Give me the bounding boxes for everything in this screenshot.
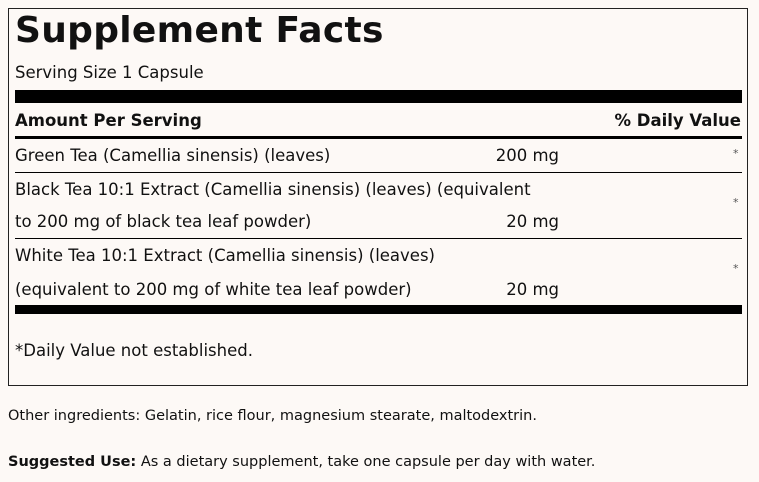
row-divider (15, 238, 742, 239)
daily-value-header: % Daily Value (614, 111, 741, 130)
ingredient-name-cont: to 200 mg of black tea leaf powder) (15, 212, 312, 231)
panel-title: Supplement Facts (15, 10, 384, 51)
ingredient-name: White Tea 10:1 Extract (Camellia sinensi… (15, 246, 435, 265)
supplement-facts-panel (8, 8, 748, 386)
footnote: *Daily Value not established. (15, 341, 253, 360)
header-divider (15, 136, 742, 139)
ingredient-amount: 20 mg (506, 280, 559, 299)
ingredient-name-cont: (equivalent to 200 mg of white tea leaf … (15, 280, 412, 299)
ingredient-amount: 200 mg (495, 146, 559, 165)
serving-size: Serving Size 1 Capsule (15, 63, 204, 82)
daily-value: * (733, 147, 739, 160)
daily-value: * (733, 262, 739, 275)
daily-value: * (733, 196, 739, 209)
row-divider (15, 172, 742, 173)
ingredient-name: Black Tea 10:1 Extract (Camellia sinensi… (15, 180, 531, 199)
thick-divider (15, 90, 742, 103)
amount-per-serving-header: Amount Per Serving (15, 111, 202, 130)
ingredient-amount: 20 mg (506, 212, 559, 231)
ingredient-name: Green Tea (Camellia sinensis) (leaves) (15, 146, 331, 165)
suggested-use: Suggested Use: As a dietary supplement, … (8, 454, 595, 470)
suggested-use-text: As a dietary supplement, take one capsul… (136, 454, 596, 470)
thick-divider (15, 305, 742, 314)
suggested-use-label: Suggested Use: (8, 454, 137, 470)
other-ingredients: Other ingredients: Gelatin, rice flour, … (8, 408, 537, 424)
